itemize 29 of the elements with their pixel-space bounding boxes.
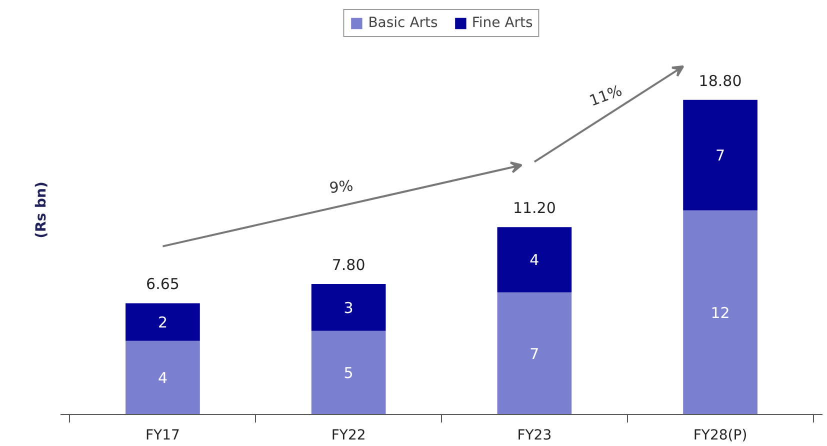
total-label: 11.20	[512, 199, 556, 218]
bar	[126, 340, 200, 414]
bar	[683, 100, 758, 210]
total-label: 7.80	[332, 256, 366, 274]
bar	[311, 284, 386, 331]
bar	[497, 292, 572, 414]
total-label: 6.65	[146, 275, 180, 294]
total-label: 18.80	[698, 72, 742, 90]
bar	[497, 227, 572, 292]
x-tick-label: FY17	[146, 428, 180, 444]
bar	[126, 303, 200, 341]
data-label: 12	[710, 304, 730, 322]
data-label: 3	[344, 298, 354, 317]
data-label: 4	[530, 251, 540, 270]
legend-label: Basic Arts	[368, 15, 438, 31]
legend-label: Fine Arts	[472, 15, 533, 31]
x-tick-label: FY23	[517, 428, 552, 444]
annotation: 11%	[586, 81, 624, 110]
bar	[683, 210, 758, 414]
data-label: 2	[158, 314, 168, 332]
x-tick-label: FY22	[331, 428, 366, 444]
data-label: 7	[530, 344, 540, 363]
y-axis-title: (Rs bn)	[34, 182, 50, 238]
data-label: 5	[344, 364, 354, 382]
x-tick-label: FY28(P)	[693, 428, 748, 444]
data-label: 4	[158, 369, 168, 388]
bar	[311, 330, 386, 414]
data-label: 7	[716, 146, 726, 165]
annotation: 9%	[328, 176, 354, 197]
